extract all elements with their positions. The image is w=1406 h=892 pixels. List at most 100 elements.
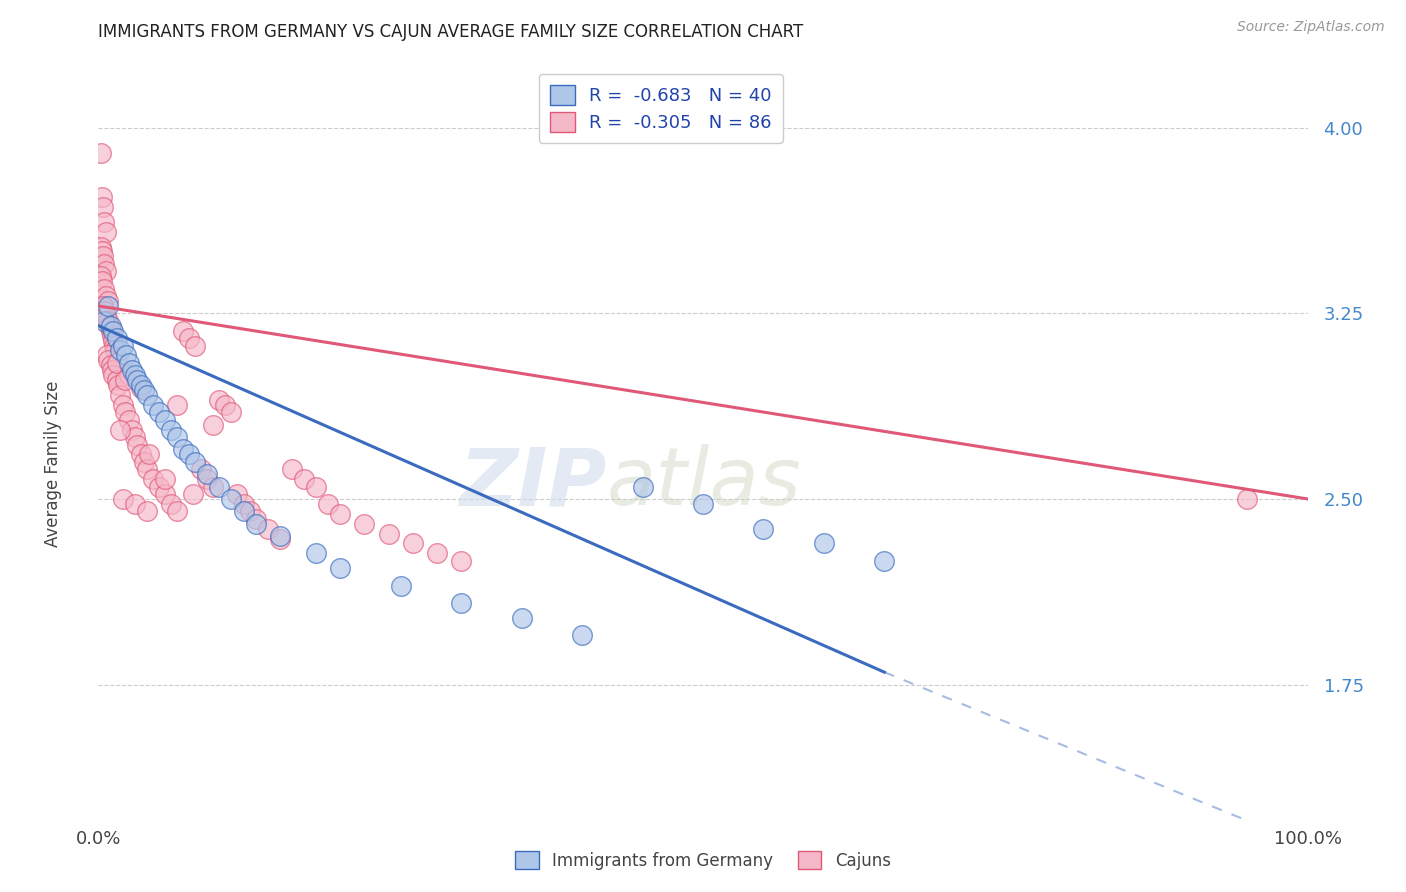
Point (105, 356, 128, 370)
Point (245, 512, 267, 526)
Point (148, 405, 170, 419)
Point (93, 282, 115, 296)
Point (97, 299, 120, 313)
Point (450, 554, 472, 568)
Point (138, 447, 160, 461)
Point (281, 462, 304, 476)
Point (316, 497, 339, 511)
Point (114, 373, 136, 387)
Point (631, 479, 654, 493)
Point (91, 249, 114, 263)
Point (105, 373, 128, 387)
Point (121, 423, 143, 437)
Point (114, 405, 136, 419)
Point (94, 264, 117, 278)
Point (813, 536, 835, 550)
Point (129, 378, 152, 392)
Point (129, 447, 152, 461)
Point (97, 293, 120, 308)
Point (94, 309, 117, 323)
Point (269, 529, 291, 543)
Point (692, 497, 714, 511)
Point (329, 507, 352, 521)
Point (98, 318, 121, 333)
Point (389, 578, 412, 592)
Point (450, 596, 472, 610)
Point (134, 383, 156, 397)
Point (101, 334, 124, 348)
Point (100, 363, 122, 377)
Point (97, 314, 120, 328)
Text: atlas: atlas (606, 444, 801, 522)
Point (377, 526, 399, 541)
Point (752, 522, 775, 536)
Point (108, 388, 131, 402)
Point (148, 479, 170, 493)
Point (108, 343, 131, 358)
Point (118, 368, 141, 383)
Point (305, 479, 328, 493)
Point (269, 532, 291, 546)
Point (100, 324, 122, 338)
Point (100, 359, 122, 373)
Point (166, 398, 188, 412)
Point (208, 392, 231, 407)
Point (91, 190, 114, 204)
Point (245, 516, 267, 531)
Point (232, 497, 254, 511)
Point (195, 467, 218, 482)
Point (256, 522, 278, 536)
Point (97, 353, 120, 368)
Point (103, 338, 125, 352)
Point (127, 437, 149, 451)
Point (329, 561, 352, 575)
Legend: R =  -0.683   N = 40, R =  -0.305   N = 86: R = -0.683 N = 40, R = -0.305 N = 86 (538, 74, 783, 143)
Point (90, 239, 112, 253)
Point (426, 546, 449, 560)
Point (153, 487, 176, 501)
Point (232, 504, 254, 518)
Point (135, 388, 157, 402)
Point (105, 331, 128, 345)
Point (179, 447, 201, 461)
Point (101, 324, 124, 338)
Point (402, 536, 425, 550)
Point (124, 368, 146, 383)
Point (292, 472, 315, 486)
Point (181, 487, 204, 501)
Point (510, 611, 533, 625)
Point (153, 413, 176, 427)
Point (142, 398, 165, 412)
Point (118, 356, 141, 370)
Point (153, 472, 176, 486)
Point (208, 479, 231, 493)
Point (221, 491, 243, 506)
Legend: Immigrants from Germany, Cajuns: Immigrants from Germany, Cajuns (509, 845, 897, 877)
Point (305, 546, 328, 560)
Point (353, 516, 375, 531)
Point (118, 413, 141, 427)
Point (202, 479, 225, 493)
Point (90, 145, 112, 160)
Point (135, 504, 157, 518)
Point (571, 628, 593, 642)
Point (190, 462, 212, 476)
Point (160, 497, 183, 511)
Point (91, 299, 114, 313)
Point (184, 455, 207, 469)
Point (94, 225, 117, 239)
Point (226, 487, 249, 501)
Point (873, 554, 896, 568)
Point (129, 381, 152, 395)
Point (91, 244, 114, 259)
Point (94, 289, 117, 303)
Point (108, 423, 131, 437)
Point (96, 348, 118, 362)
Point (100, 318, 122, 333)
Point (179, 331, 201, 345)
Point (160, 423, 183, 437)
Point (93, 257, 115, 271)
Point (124, 430, 146, 444)
Point (239, 504, 262, 518)
Point (195, 472, 218, 486)
